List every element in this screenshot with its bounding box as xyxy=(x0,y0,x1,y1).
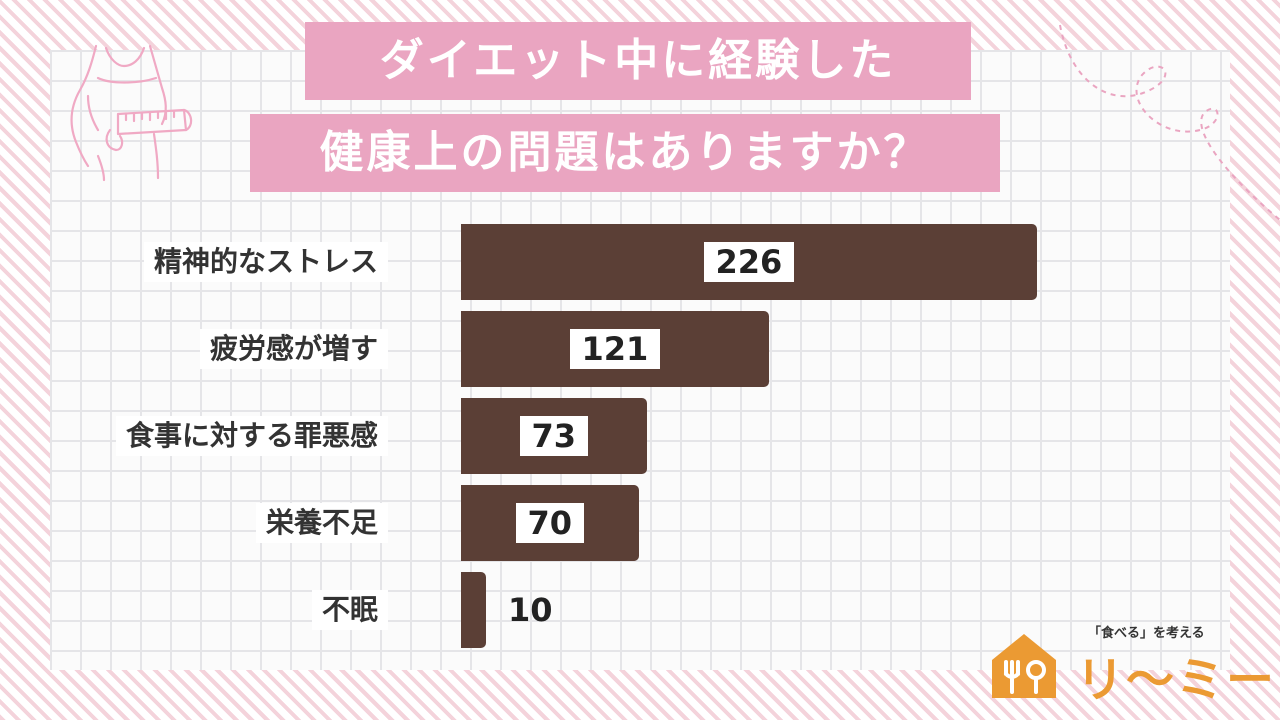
value-label: 10 xyxy=(508,591,553,629)
category-label: 不眠 xyxy=(311,590,388,630)
category-label: 精神的なストレス xyxy=(143,242,388,282)
value-label: 226 xyxy=(703,242,795,282)
brand-logo: 「食べる」を考える リ〜ミー xyxy=(988,622,1274,708)
bar xyxy=(461,572,486,648)
logo-tagline: 「食べる」を考える xyxy=(1088,626,1205,641)
value-label: 121 xyxy=(569,329,661,369)
category-label: 疲労感が増す xyxy=(199,329,388,369)
fork-spoon-house-icon xyxy=(992,634,1056,698)
value-label: 70 xyxy=(515,503,585,543)
chart-title-line-1: ダイエット中に経験した xyxy=(305,22,971,100)
decorative-dashed-line xyxy=(1059,24,1280,221)
logo-name: リ〜ミー xyxy=(1076,652,1277,708)
category-label: 栄養不足 xyxy=(255,503,388,543)
chart-title-line-2: 健康上の問題はありますか？ xyxy=(250,114,1000,192)
measuring-tape-figure-icon xyxy=(70,44,193,182)
category-label: 食事に対する罪悪感 xyxy=(115,416,388,456)
value-label: 73 xyxy=(519,416,589,456)
